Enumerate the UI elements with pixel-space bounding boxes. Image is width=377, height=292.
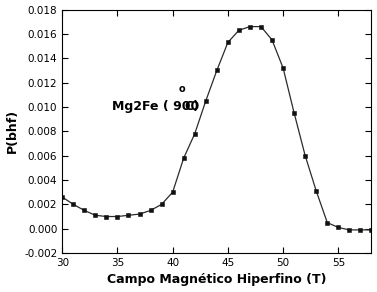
Text: o: o [179,84,185,94]
Text: C): C) [184,100,199,114]
Text: Mg2Fe ( 900: Mg2Fe ( 900 [112,100,204,114]
X-axis label: Campo Magnético Hiperfino (T): Campo Magnético Hiperfino (T) [107,273,326,286]
Y-axis label: P(bhf): P(bhf) [6,109,18,153]
